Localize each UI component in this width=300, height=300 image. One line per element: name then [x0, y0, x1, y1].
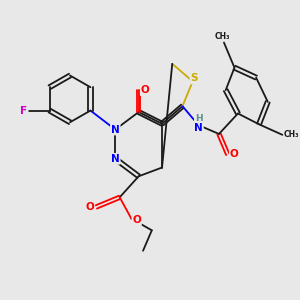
- Text: N: N: [194, 122, 203, 133]
- Text: O: O: [230, 149, 239, 159]
- Text: N: N: [111, 154, 120, 164]
- Text: H: H: [195, 114, 202, 123]
- Text: N: N: [111, 124, 120, 135]
- Text: F: F: [20, 106, 27, 116]
- Text: O: O: [132, 215, 141, 225]
- Text: S: S: [190, 74, 198, 83]
- Text: CH₃: CH₃: [215, 32, 230, 40]
- Text: O: O: [85, 202, 94, 212]
- Text: CH₃: CH₃: [284, 130, 299, 139]
- Text: O: O: [141, 85, 149, 95]
